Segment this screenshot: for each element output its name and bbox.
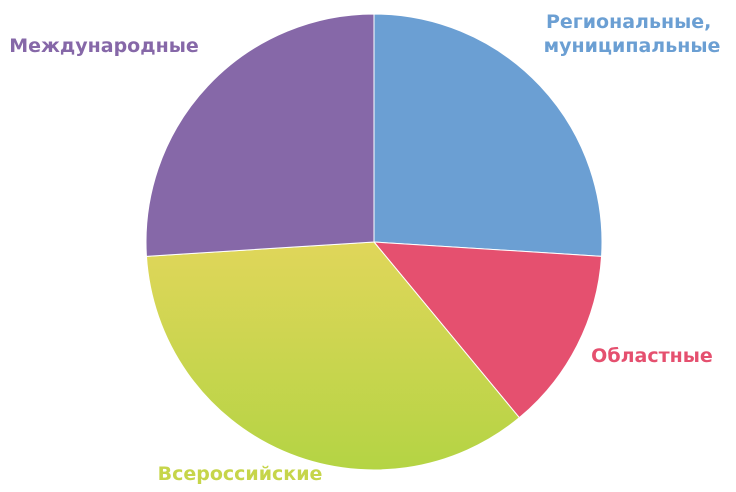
pie-slice bbox=[373, 13, 603, 257]
pie-slice bbox=[372, 241, 603, 419]
slice-label: Международные bbox=[9, 35, 199, 57]
slice-label: Областные bbox=[591, 345, 713, 367]
slice-label: Всероссийские bbox=[158, 463, 323, 485]
slice-label: Региональные, муниципальные bbox=[544, 11, 721, 57]
pie-slice bbox=[145, 241, 521, 471]
pie-slice bbox=[145, 13, 375, 257]
